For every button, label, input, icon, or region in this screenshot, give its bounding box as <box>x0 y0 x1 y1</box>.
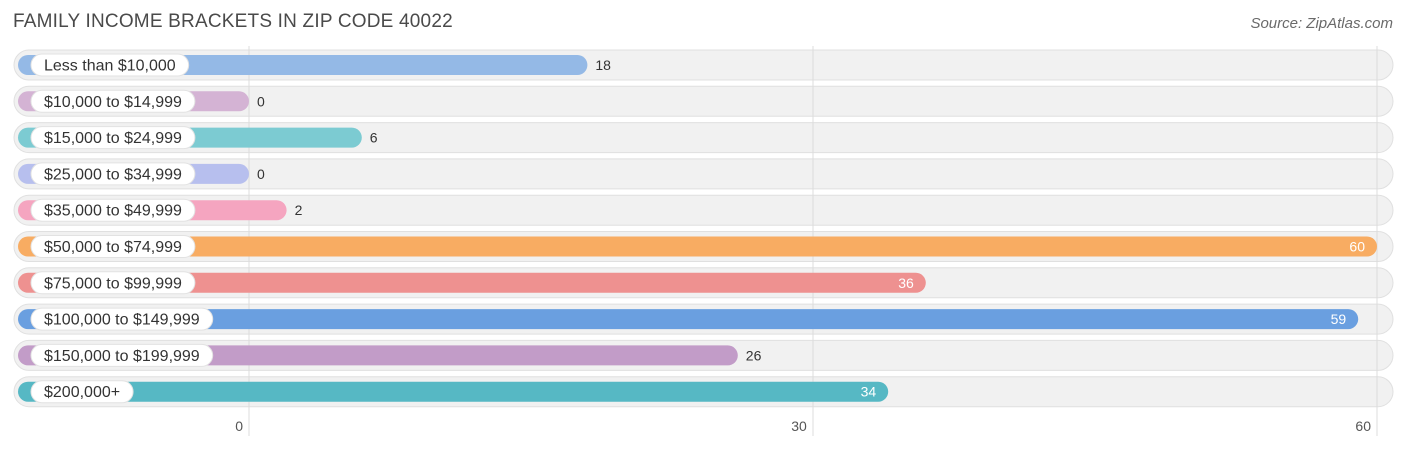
category-label: $75,000 to $99,999 <box>44 275 182 292</box>
row-track <box>13 194 1394 226</box>
source-note: Source: ZipAtlas.com <box>1250 15 1393 32</box>
value-label: 26 <box>746 347 762 363</box>
value-label: 60 <box>1349 239 1365 255</box>
row-track <box>13 122 1394 154</box>
category-label: Less than $10,000 <box>44 58 176 75</box>
category-label: $200,000+ <box>44 384 120 401</box>
category-label: $150,000 to $199,999 <box>44 348 200 365</box>
bar <box>18 236 1377 257</box>
row-track <box>13 158 1394 190</box>
category-pill <box>30 235 196 258</box>
category-pill <box>30 380 134 404</box>
category-label: $15,000 to $24,999 <box>44 130 182 147</box>
category-pill <box>30 307 214 331</box>
category-label: $35,000 to $49,999 <box>44 203 182 220</box>
bar <box>18 381 889 402</box>
category-pill <box>30 162 196 186</box>
x-tick-label: 0 <box>235 418 243 434</box>
bar <box>18 309 1359 330</box>
value-label: 59 <box>1331 311 1347 327</box>
category-label: $25,000 to $34,999 <box>44 166 182 183</box>
value-label: 36 <box>898 275 914 291</box>
category-pill <box>30 89 196 113</box>
value-label: 0 <box>257 93 265 109</box>
category-pill <box>30 53 190 77</box>
category-label: $100,000 to $149,999 <box>44 312 200 329</box>
x-tick-label: 60 <box>1355 418 1371 434</box>
category-label: $50,000 to $74,999 <box>44 239 182 256</box>
category-pill <box>30 198 196 222</box>
category-pill <box>30 126 196 150</box>
category-label: $10,000 to $14,999 <box>44 94 182 111</box>
value-label: 0 <box>257 166 265 182</box>
bar <box>18 272 926 293</box>
category-pill <box>30 271 196 295</box>
value-label: 34 <box>861 384 877 400</box>
category-pill <box>30 343 214 367</box>
value-label: 6 <box>370 130 378 146</box>
value-label: 2 <box>295 202 303 218</box>
x-tick-label: 30 <box>791 418 807 434</box>
row-track <box>13 85 1394 117</box>
chart-title: FAMILY INCOME BRACKETS IN ZIP CODE 40022 <box>13 11 453 32</box>
value-label: 18 <box>595 57 611 73</box>
